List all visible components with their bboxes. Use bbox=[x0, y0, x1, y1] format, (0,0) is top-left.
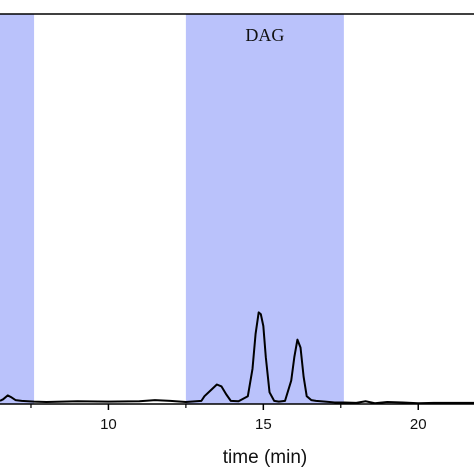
shaded-region-label-1: DAG bbox=[245, 25, 284, 45]
x-tick-label-20: 20 bbox=[410, 416, 427, 433]
x-axis-ticks bbox=[30, 404, 419, 410]
shaded-region-0 bbox=[0, 14, 35, 404]
x-axis-label: time (min) bbox=[223, 447, 307, 468]
shaded-region-labels: DAG bbox=[245, 25, 284, 45]
x-tick-label-15: 15 bbox=[255, 416, 272, 433]
chromatogram-trace bbox=[0, 311, 474, 405]
x-tick-label-10: 10 bbox=[100, 416, 117, 433]
x-axis-tick-labels: 10 15 20 bbox=[100, 416, 426, 433]
